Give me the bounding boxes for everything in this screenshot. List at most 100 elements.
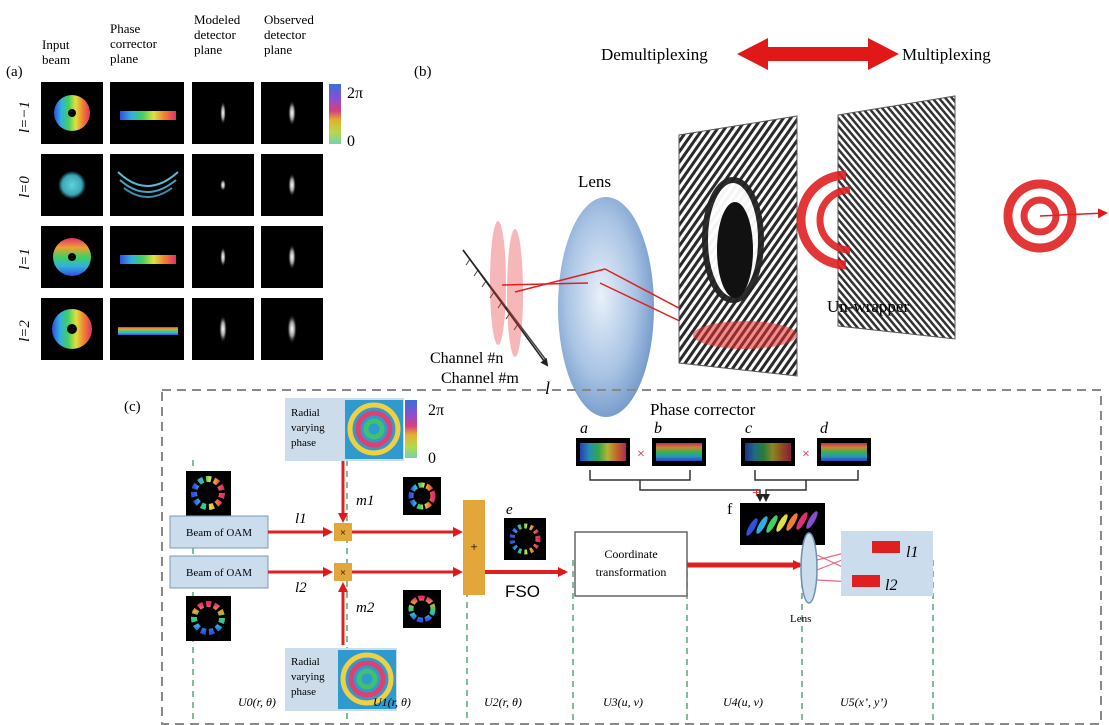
b-label: b	[654, 420, 662, 437]
spot-icon	[220, 179, 226, 191]
mult-ab: ×	[637, 447, 645, 462]
lens-b-label: Lens	[578, 172, 611, 191]
beam-oam-label-1: Beam of OAM	[186, 527, 252, 539]
phase-corrector-label: Phase corrector	[650, 400, 756, 419]
stripes-c-icon	[745, 443, 791, 461]
detector-spot-l2	[852, 575, 880, 587]
header-observed-3: plane	[264, 42, 292, 57]
radial-phase-bottom-3: phase	[291, 686, 316, 698]
panel-a-colorbar	[329, 84, 341, 144]
radial-phase-top-1: Radial	[291, 407, 320, 419]
header-input-beam-2: beam	[42, 52, 70, 67]
row-label-l-minus1: l=−1	[17, 101, 33, 133]
spot-icon	[288, 100, 296, 126]
plane-u2: U2(r, θ)	[484, 695, 522, 709]
c-label: c	[745, 420, 752, 437]
header-modeled-1: Modeled	[194, 12, 241, 27]
phase-stripe-icon	[120, 111, 176, 120]
radial-phase-bottom-1: Radial	[291, 656, 320, 668]
channel-n-label: Channel #n	[430, 350, 503, 367]
coord-transform-label-1: Coordinate	[604, 547, 657, 561]
l2-label: l2	[295, 580, 307, 596]
lens-b	[558, 197, 654, 417]
lens-c-label: Lens	[790, 613, 811, 625]
out-l2-label: l2	[885, 577, 897, 594]
panel-b-label: (b)	[414, 64, 432, 80]
bracket-join-1	[640, 480, 760, 500]
coord-transform-label-2: transformation	[596, 565, 667, 579]
fso-label: FSO	[505, 582, 540, 601]
donut-core-icon	[67, 324, 77, 334]
panel-c-colorbar-bottom: 0	[428, 450, 436, 467]
panel-a-headers: Input beam Phase corrector plane Modeled…	[42, 12, 314, 67]
panel-a: (a) Input beam Phase corrector plane Mod…	[6, 12, 363, 360]
row-label-l-0: l=0	[17, 176, 33, 198]
input-beam-n	[490, 221, 506, 345]
panel-c-label: (c)	[124, 399, 141, 415]
spot-icon	[288, 173, 296, 197]
d-label: d	[820, 420, 829, 437]
panel-a-colorbar-top: 2π	[347, 85, 363, 102]
f-label: f	[727, 501, 733, 518]
out-l1-label: l1	[906, 544, 918, 561]
spot-icon	[219, 315, 227, 343]
multiplexing-label: Multiplexing	[902, 45, 991, 64]
stripes-a-icon	[580, 443, 626, 461]
panel-c: (c) Radial varying phase 2π 0 Bea	[124, 390, 1101, 724]
donut-core-icon	[68, 109, 76, 117]
header-observed-1: Observed	[264, 12, 314, 27]
plane-u3: U3(u, v)	[603, 695, 643, 709]
plus-ab-cd: +	[752, 485, 761, 502]
donut-core-icon	[68, 253, 76, 261]
channel-m-label: Channel #m	[441, 370, 519, 387]
stripes-d-icon	[821, 443, 867, 461]
panel-c-colorbar-top: 2π	[428, 402, 444, 419]
header-observed-2: detector	[264, 27, 307, 42]
multiplier-symbol-1: ×	[340, 527, 346, 539]
m1-label: m1	[356, 493, 374, 509]
plane-u5: U5(x’, y’)	[840, 695, 887, 709]
header-modeled-3: plane	[194, 42, 222, 57]
panel-a-colorbar-bottom: 0	[347, 133, 355, 150]
bracket-join-2	[766, 480, 806, 500]
lens-c	[801, 533, 817, 603]
panel-c-colorbar	[405, 400, 417, 458]
row-label-l-2: l=2	[17, 320, 33, 342]
radial-phase-top-3: phase	[291, 437, 316, 449]
header-modeled-2: detector	[194, 27, 237, 42]
radial-phase-bottom-2: varying	[291, 671, 325, 683]
bracket-cd	[755, 470, 858, 480]
header-phase-2: corrector	[110, 36, 158, 51]
row-label-l-1: l=1	[17, 248, 33, 270]
l1-label: l1	[295, 511, 307, 527]
a-label: a	[580, 420, 588, 437]
input-beam-m	[507, 229, 523, 357]
spot-icon	[287, 314, 297, 344]
m2-label: m2	[356, 600, 375, 616]
mult-cd: ×	[802, 447, 810, 462]
plane-u0: U0(r, θ)	[238, 695, 276, 709]
panel-a-grid	[41, 82, 323, 360]
plane-u1: U1(r, θ)	[373, 695, 411, 709]
multiplier-symbol-2: ×	[340, 567, 346, 579]
adder-symbol: +	[470, 539, 477, 554]
demultiplexing-label: Demultiplexing	[601, 45, 708, 64]
plane-u4: U4(u, v)	[723, 695, 763, 709]
phase-corrector-red-spot	[693, 321, 797, 349]
beam-oam-label-2: Beam of OAM	[186, 567, 252, 579]
stripes-b-icon	[656, 443, 702, 461]
spot-icon	[220, 101, 226, 125]
header-input-beam-1: Input	[42, 37, 70, 52]
phase-stripe-icon	[118, 327, 178, 335]
header-phase-1: Phase	[110, 21, 141, 36]
l-axis-label: l	[545, 378, 550, 398]
coord-transform-box	[575, 532, 687, 596]
panel-b: (b) Demultiplexing Multiplexing l Lens	[414, 38, 1105, 419]
bracket-ab	[590, 470, 690, 480]
header-phase-3: plane	[110, 51, 138, 66]
radial-phase-top-pattern	[345, 400, 403, 459]
spot-icon	[220, 247, 226, 267]
e-label: e	[506, 502, 513, 518]
double-arrow-icon	[737, 38, 899, 70]
